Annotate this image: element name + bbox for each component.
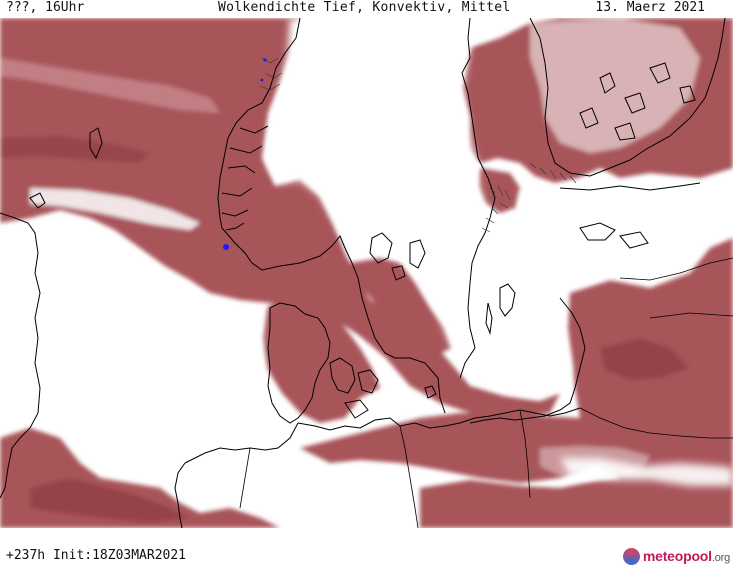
meteopool-logo-icon bbox=[622, 547, 640, 565]
forecast-time-label: ???, 16Uhr bbox=[6, 0, 85, 15]
coastline-denmark bbox=[267, 302, 331, 424]
station-marker bbox=[263, 58, 267, 62]
map-canvas bbox=[0, 18, 733, 528]
coastline-germany-poland bbox=[297, 407, 581, 431]
station-marker bbox=[223, 244, 229, 250]
coastline-norway bbox=[217, 18, 353, 271]
coastline-sweden bbox=[351, 262, 446, 414]
header-bar: ???, 16Uhr Wolkendichte Tief, Konvektiv,… bbox=[0, 0, 733, 18]
cloud-density-map[interactable] bbox=[0, 18, 733, 528]
map-title: Wolkendichte Tief, Konvektiv, Mittel bbox=[218, 0, 511, 15]
gotland bbox=[499, 283, 516, 317]
logo-brand: meteopool bbox=[642, 548, 712, 564]
forecast-date-label: 13. Maerz 2021 bbox=[595, 0, 705, 15]
footer-bar: +237h Init:18Z03MAR2021 meteopool.org bbox=[0, 528, 733, 566]
meteopool-logo[interactable]: meteopool.org bbox=[622, 545, 730, 567]
coastlines bbox=[0, 18, 733, 528]
archipelago-detail bbox=[259, 57, 577, 233]
station-marker bbox=[260, 78, 264, 82]
model-run-info: +237h Init:18Z03MAR2021 bbox=[6, 548, 187, 563]
logo-tld: .org bbox=[711, 552, 730, 564]
coastline-uk bbox=[0, 212, 41, 499]
